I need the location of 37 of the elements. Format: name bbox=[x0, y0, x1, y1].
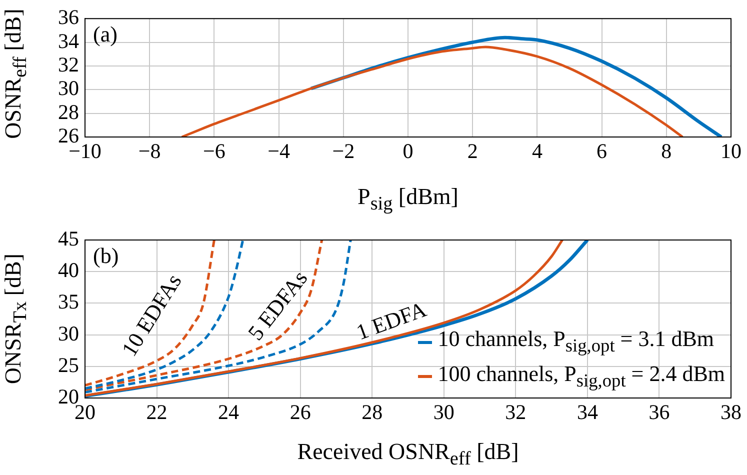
x-tick-label: 30 bbox=[433, 400, 454, 424]
line-series bbox=[180, 46, 684, 137]
x-tick-label: −4 bbox=[268, 139, 290, 164]
x-tick-label: 32 bbox=[505, 400, 526, 424]
x-axis-title: Received OSNR$_{eff}$ [dB] bbox=[296, 439, 520, 471]
x-tick-label: 6 bbox=[596, 139, 608, 164]
x-tick-label: −2 bbox=[332, 139, 355, 164]
legend-label: 10 channels, P$_{sig,opt}$ = 3.1 dBm bbox=[438, 325, 714, 358]
y-tick-label: 30 bbox=[58, 321, 79, 346]
x-tick-label: 28 bbox=[362, 400, 383, 424]
x-axis-title: P$_{sig}$ [dBm] bbox=[356, 184, 460, 216]
y-tick-label: 25 bbox=[58, 352, 79, 377]
y-tick-label: 32 bbox=[58, 52, 79, 76]
annotation: (b) bbox=[93, 242, 119, 268]
y-tick-label: 28 bbox=[58, 100, 79, 124]
annotation: (a) bbox=[93, 21, 118, 46]
y-tick-label: 35 bbox=[58, 290, 79, 314]
y-tick-label: 30 bbox=[58, 76, 79, 100]
y-tick-label: 34 bbox=[58, 28, 80, 53]
x-tick-label: −6 bbox=[203, 139, 226, 164]
x-tick-label: 34 bbox=[576, 400, 598, 424]
x-tick-label: 0 bbox=[402, 139, 414, 164]
x-tick-label: 2 bbox=[467, 139, 478, 164]
x-tick-label: 22 bbox=[146, 400, 168, 424]
y-tick-label: 36 bbox=[58, 5, 79, 30]
x-tick-label: 10 bbox=[720, 139, 742, 164]
legend-label: 100 channels, P$_{sig,opt}$ = 2.4 dBm bbox=[438, 360, 725, 392]
x-tick-label: 4 bbox=[532, 139, 543, 164]
y-tick-label: 40 bbox=[58, 258, 79, 282]
annotation: 1 EDFA bbox=[353, 296, 430, 345]
y-tick-label: 45 bbox=[58, 226, 79, 251]
x-tick-label: 24 bbox=[218, 400, 240, 424]
x-tick-label: 38 bbox=[720, 400, 742, 424]
x-tick-label: 8 bbox=[661, 139, 672, 164]
x-tick-label: 36 bbox=[648, 400, 670, 424]
x-tick-label: 26 bbox=[290, 400, 311, 424]
x-tick-label: −8 bbox=[138, 139, 161, 164]
